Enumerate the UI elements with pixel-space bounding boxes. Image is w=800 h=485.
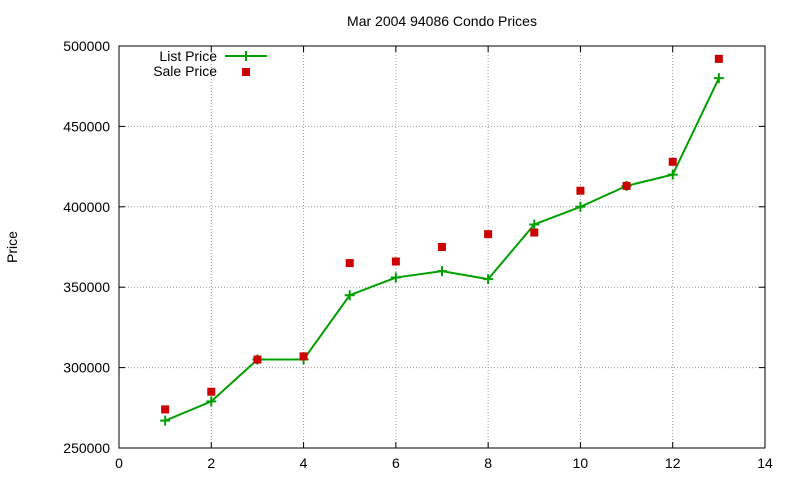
x-tick-label: 12 xyxy=(665,455,681,471)
y-tick-label: 400000 xyxy=(63,199,110,215)
list-price-point xyxy=(437,266,447,277)
list-price-point xyxy=(160,415,171,426)
sale-price-point xyxy=(530,228,539,237)
y-tick-label: 250000 xyxy=(63,440,110,456)
series xyxy=(160,54,724,426)
plot-frame xyxy=(118,45,766,449)
x-tick-label: 6 xyxy=(392,455,400,471)
legend-label-list-price: List Price xyxy=(159,48,217,64)
x-tick-label: 8 xyxy=(484,455,492,471)
sale-price-point xyxy=(576,186,585,195)
ticks: 0 2 4 6 8 10 12 14 250000 300000 350000 400000 45000… xyxy=(63,38,773,471)
sale-price-point xyxy=(345,259,354,268)
list-price-point xyxy=(206,396,217,407)
y-tick-label: 500000 xyxy=(63,38,110,54)
y-axis-label: Price xyxy=(4,231,20,263)
x-tick-label: 2 xyxy=(207,455,215,471)
list-price-point xyxy=(667,169,678,180)
sale-price-point xyxy=(253,355,262,364)
sale-price-point xyxy=(438,243,446,251)
y-tick-label: 450000 xyxy=(63,118,110,134)
chart-title: Mar 2004 94086 Condo Prices xyxy=(347,13,537,29)
legend: List Price Sale Price xyxy=(153,48,267,79)
x-tick-label: 10 xyxy=(573,455,589,471)
legend-label-sale-price: Sale Price xyxy=(153,63,217,79)
x-tick-label: 0 xyxy=(115,455,123,471)
sale-price-point xyxy=(391,257,400,266)
sale-price-point xyxy=(622,181,631,190)
sale-price-point xyxy=(299,352,308,361)
list-price-point xyxy=(344,290,355,301)
list-price-point xyxy=(529,219,540,230)
legend-marker-list-price xyxy=(241,51,251,61)
sale-price-point xyxy=(484,230,493,239)
y-tick-label: 300000 xyxy=(63,360,110,376)
grid xyxy=(119,46,765,448)
sale-price-point xyxy=(668,157,677,166)
legend-marker-sale-price xyxy=(242,68,250,76)
sale-price-point xyxy=(207,387,216,396)
list-price-point xyxy=(390,272,401,283)
x-tick-label: 14 xyxy=(757,455,773,471)
x-tick-label: 4 xyxy=(300,455,308,471)
list-price-point xyxy=(713,73,724,84)
list-price-point xyxy=(483,274,494,285)
list-price-point xyxy=(575,201,586,212)
sale-price-point xyxy=(161,405,170,414)
y-tick-label: 350000 xyxy=(63,279,110,295)
sale-price-point xyxy=(714,54,723,63)
